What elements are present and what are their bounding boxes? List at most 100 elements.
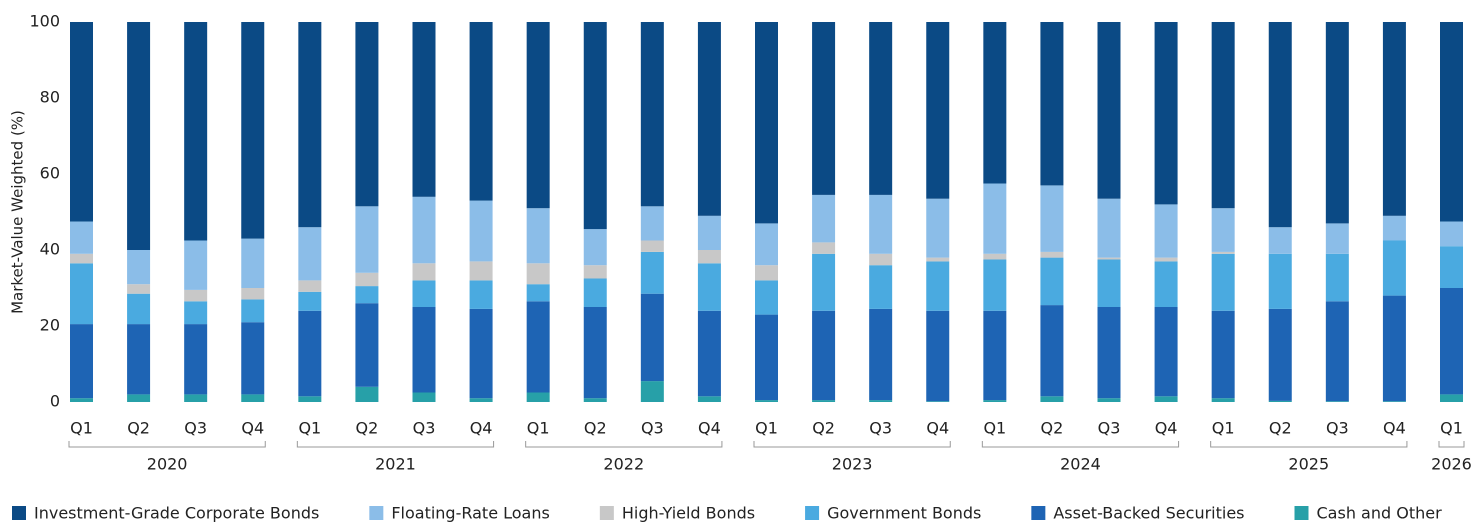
legend-label: Asset-Backed Securities bbox=[1053, 504, 1244, 523]
y-tick-label: 0 bbox=[50, 392, 60, 411]
y-axis-label: Market-Value Weighted (%) bbox=[9, 110, 27, 314]
bar-segment bbox=[926, 310, 950, 402]
bar-segment bbox=[127, 394, 151, 402]
bar-segment bbox=[355, 386, 379, 402]
bar-segment bbox=[355, 303, 379, 387]
x-tick-label: Q1 bbox=[755, 419, 778, 438]
bar-segment bbox=[1211, 208, 1235, 252]
legend-label: Government Bonds bbox=[827, 504, 981, 523]
bar-segment bbox=[127, 324, 151, 395]
bar-segment bbox=[1040, 396, 1064, 402]
bar-segment bbox=[1154, 22, 1178, 205]
bar-segment bbox=[1325, 253, 1349, 302]
bar-segment bbox=[70, 221, 93, 254]
y-tick-label: 80 bbox=[40, 88, 60, 107]
bar-segment bbox=[412, 22, 436, 197]
bar-segment bbox=[184, 289, 208, 302]
bar-segment bbox=[1440, 246, 1463, 288]
bar-segment bbox=[412, 196, 436, 264]
bar-segment bbox=[697, 215, 721, 250]
group-label: 2024 bbox=[1060, 455, 1101, 474]
bar-segment bbox=[127, 22, 151, 250]
bar-segment bbox=[1268, 253, 1292, 309]
bar-segment bbox=[1040, 22, 1064, 186]
bar-segment bbox=[583, 307, 607, 399]
bar-segment bbox=[1382, 295, 1406, 402]
bar-segment bbox=[1097, 22, 1121, 199]
bar-segment bbox=[640, 240, 664, 252]
legend-swatch bbox=[12, 506, 26, 520]
bar-segment bbox=[697, 310, 721, 397]
x-tick-label: Q2 bbox=[812, 419, 835, 438]
bar-segment bbox=[869, 400, 893, 402]
legend-swatch bbox=[369, 506, 384, 520]
x-tick-label: Q2 bbox=[356, 419, 379, 438]
bar-segment bbox=[1211, 398, 1235, 402]
x-tick-label: Q2 bbox=[1041, 419, 1064, 438]
x-tick-label: Q1 bbox=[298, 419, 321, 438]
bar-segment bbox=[412, 263, 436, 281]
bar-segment bbox=[70, 253, 93, 264]
bar-segment bbox=[412, 307, 436, 393]
y-tick-label: 20 bbox=[40, 316, 60, 335]
bar-segment bbox=[583, 22, 607, 230]
bar-segment bbox=[1325, 223, 1349, 254]
x-tick-label: Q3 bbox=[869, 419, 892, 438]
bar-segment bbox=[355, 272, 379, 287]
bar-segment bbox=[241, 22, 265, 239]
group-label: 2020 bbox=[147, 455, 188, 474]
y-tick-label: 40 bbox=[40, 240, 60, 259]
bar-segment bbox=[184, 301, 208, 325]
bar-segment bbox=[697, 396, 721, 402]
x-tick-label: Q3 bbox=[184, 419, 207, 438]
group-bracket bbox=[68, 441, 266, 448]
bar-segment bbox=[1154, 257, 1178, 262]
group-bracket bbox=[525, 441, 723, 448]
bar-segment bbox=[1268, 400, 1292, 402]
bar-segment bbox=[1268, 308, 1292, 401]
x-tick-label: Q3 bbox=[1326, 419, 1349, 438]
bar-segment bbox=[1382, 22, 1406, 216]
bar-segment bbox=[926, 198, 950, 258]
legend-swatch bbox=[1294, 506, 1309, 520]
bar-segment bbox=[241, 394, 265, 402]
bar-segment bbox=[812, 194, 836, 243]
bar-segment bbox=[1097, 259, 1121, 307]
bar-segment bbox=[241, 322, 265, 395]
bar-segment bbox=[526, 263, 550, 285]
bar-segment bbox=[1040, 251, 1064, 258]
bar-segment bbox=[755, 22, 778, 224]
bar-segment bbox=[298, 227, 322, 281]
bar-segment bbox=[70, 324, 93, 399]
x-tick-label: Q1 bbox=[1440, 419, 1463, 438]
bar-segment bbox=[241, 288, 265, 300]
legend-swatch bbox=[599, 506, 614, 520]
bar-segment bbox=[184, 240, 208, 290]
legend-label: Cash and Other bbox=[1317, 504, 1443, 523]
x-tick-label: Q2 bbox=[1269, 419, 1292, 438]
bar-segment bbox=[526, 208, 550, 264]
legend-swatch bbox=[1031, 506, 1046, 520]
group-label: 2023 bbox=[832, 455, 873, 474]
bar-segment bbox=[869, 22, 893, 195]
bar-segment bbox=[1040, 257, 1064, 306]
group-bracket bbox=[1210, 441, 1408, 448]
x-tick-label: Q4 bbox=[470, 419, 493, 438]
bar-segment bbox=[1040, 185, 1064, 252]
bar-segment bbox=[184, 22, 208, 241]
bar-segment bbox=[983, 22, 1007, 184]
bar-segment bbox=[812, 253, 836, 311]
x-tick-label: Q3 bbox=[413, 419, 436, 438]
bar-segment bbox=[469, 261, 493, 281]
bar-segment bbox=[1154, 396, 1178, 402]
bar-segment bbox=[1154, 204, 1178, 258]
bar-segment bbox=[812, 310, 836, 401]
bar-segment bbox=[869, 308, 893, 401]
bar-segment bbox=[926, 401, 950, 402]
bar-segment bbox=[812, 22, 836, 195]
bar-segment bbox=[869, 265, 893, 309]
bar-segment bbox=[640, 22, 664, 207]
legend-label: High-Yield Bonds bbox=[622, 504, 755, 523]
legend-label: Investment-Grade Corporate Bonds bbox=[34, 504, 319, 523]
